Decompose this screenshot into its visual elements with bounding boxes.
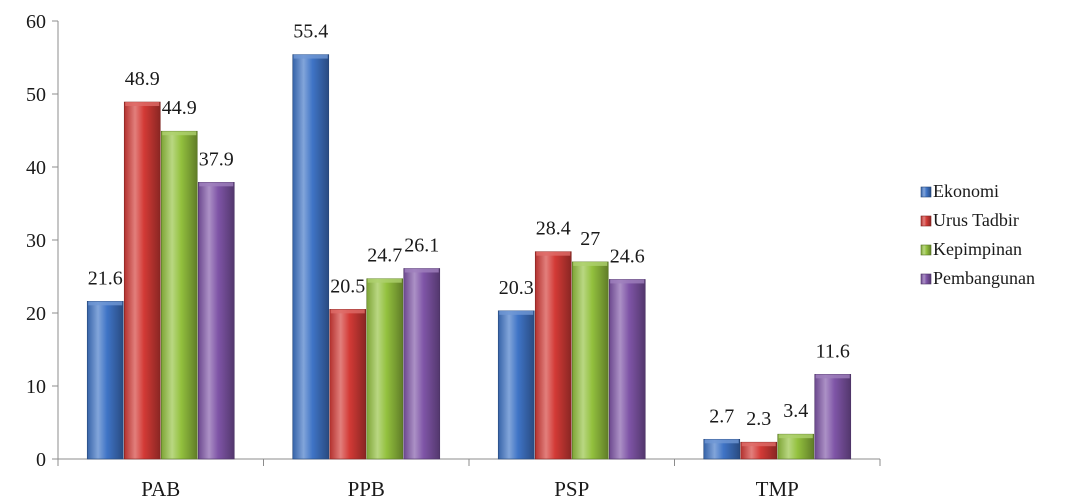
bar-cap [88,301,123,306]
bar-cap [293,54,328,59]
data-label: 48.9 [125,68,160,90]
bar-cap [499,310,534,315]
bar-ppb-urus-tadbir [329,309,367,460]
bar-psp-ekonomi [497,310,535,460]
bar-cap [778,434,813,439]
bar-cap [199,182,234,187]
data-label: 24.7 [367,245,402,267]
bar-ppb-kepimpinan [366,278,404,460]
legend: Ekonomi Urus Tadbir Kepimpinan Pembangunan [920,181,1035,288]
bar-cap [536,251,571,256]
bar-cap [404,268,439,273]
x-axis: PAB PPB PSP TMP [57,458,881,499]
legend-label: Urus Tadbir [933,210,1019,230]
data-label: 11.6 [816,340,850,362]
bar-tmp-kepimpinan [777,433,815,460]
bar-ppb-pembangunan [403,268,441,460]
data-label: 2.7 [709,405,734,427]
data-label: 24.6 [610,245,645,267]
data-label: 27 [580,228,600,250]
bar-psp-urus-tadbir [534,251,572,460]
y-axis: 0 10 20 30 40 50 60 [26,11,59,471]
y-tick-label: 30 [26,230,46,252]
x-tick-label-ppb: PPB [348,477,385,499]
bar-psp-pembangunan [608,279,646,460]
bar-cap [741,442,776,447]
bar-cap [610,279,645,284]
legend-swatch [920,273,932,285]
data-label: 20.3 [499,277,534,299]
bar-psp-kepimpinan [571,261,609,460]
bar-ppb-ekonomi [292,54,330,460]
bar-tmp-pembangunan [814,374,852,460]
bars [86,54,852,460]
y-tick-label: 10 [26,376,46,398]
bar-cap [704,439,739,444]
data-label: 3.4 [783,400,808,422]
y-tick-label: 20 [26,303,46,325]
x-tick-label-tmp: TMP [756,477,799,499]
bar-cap [330,309,365,314]
bar-pab-kepimpinan [160,130,198,460]
data-label: 21.6 [88,267,123,289]
legend-label: Kepimpinan [933,239,1022,259]
legend-swatch [920,244,932,256]
legend-swatch [920,186,932,198]
legend-label: Ekonomi [933,181,999,201]
bar-cap [573,261,608,266]
y-tick-label: 50 [26,84,46,106]
y-tick-label: 60 [26,11,46,33]
bar-cap [162,131,197,136]
data-label: 20.5 [330,275,365,297]
data-label: 2.3 [746,408,771,430]
data-label: 55.4 [293,21,328,43]
bar-cap [367,278,402,283]
data-label: 37.9 [199,148,234,170]
bar-pab-ekonomi [86,301,124,460]
legend-label: Pembangunan [933,268,1035,288]
data-label: 28.4 [536,218,571,240]
legend-swatch [920,215,932,227]
bar-cap [815,374,850,379]
data-label: 44.9 [162,97,197,119]
x-tick-label-pab: PAB [141,477,180,499]
bar-pab-urus-tadbir [123,101,161,460]
data-labels: 21.6 48.944.9 37.9 55.4 20.524.7 26.1 20.3 28.4… [88,21,850,431]
x-tick-label-psp: PSP [554,477,589,499]
bar-pab-pembangunan [197,182,235,460]
data-label: 26.1 [404,234,439,256]
y-tick-label: 40 [26,157,46,179]
bar-cap [125,102,160,107]
y-tick-label: 0 [36,449,46,471]
